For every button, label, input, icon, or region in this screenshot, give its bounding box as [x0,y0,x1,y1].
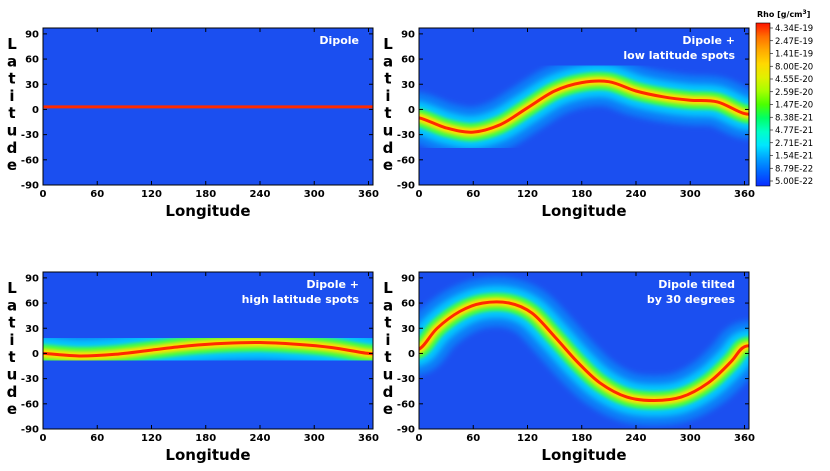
y-tick-label: 30 [401,324,415,335]
x-tick-label: 360 [358,189,379,200]
x-axis-title: Longitude [165,446,250,464]
y-tick-label: -90 [21,181,39,192]
x-axis-title: Longitude [541,202,626,220]
colorbar-label: 2.59E-20 [775,88,813,98]
y-tick-label: -60 [21,399,39,410]
y-tick-label: -30 [21,374,39,385]
colorbar: Rho [g/cm3] 4.34E-19 2.47E-19 1.41E-19 8.00… [755,9,813,187]
x-tick-label: 0 [40,433,47,444]
x-tick-label: 300 [304,433,325,444]
y-tick-label: -30 [397,130,415,141]
x-tick-label: 120 [517,189,538,200]
x-tick-label: 180 [571,189,592,200]
x-tick-label: 60 [90,189,104,200]
y-tick-label: 30 [401,80,415,91]
x-tick-label: 0 [40,189,47,200]
x-tick-label: 360 [734,433,755,444]
colorbar-title: Rho [g/cm3] [757,9,810,19]
panel-4: 0 60 120 180 240 300 3609060300-30-60-90Longit… [383,271,755,464]
y-tick-label: 0 [408,105,415,116]
x-tick-label: 240 [626,189,647,200]
x-tick-label: 240 [250,433,271,444]
panel-title: Dipole + high latitude spots [242,278,360,306]
x-tick-label: 300 [680,189,701,200]
x-axis-title: Longitude [165,202,250,220]
x-tick-label: 180 [195,189,216,200]
x-tick-label: 0 [416,189,423,200]
x-tick-label: 360 [358,433,379,444]
panel-2: 0 60 120 180 240 300 3609060300-30-60-90Longit… [383,27,755,220]
y-tick-label: 90 [401,29,415,40]
x-tick-label: 120 [141,189,162,200]
colorbar-label: 1.47E-20 [775,101,813,111]
y-tick-label: -90 [397,425,415,436]
colorbar-label: 2.71E-21 [775,139,813,149]
x-tick-label: 240 [626,433,647,444]
panel-title: Dipole [319,34,359,47]
x-tick-label: 180 [195,433,216,444]
colorbar-label: 1.41E-19 [775,50,813,60]
x-tick-label: 120 [517,433,538,444]
x-tick-label: 180 [571,433,592,444]
x-tick-label: 60 [466,189,480,200]
plot-frame [42,27,374,186]
colorbar-label: 8.79E-22 [775,164,813,174]
plot-frame [42,271,374,430]
y-tick-label: 30 [25,324,39,335]
colorbar-label: 4.77E-21 [775,126,813,136]
y-tick-label: -60 [397,399,415,410]
plot-frame [418,271,750,430]
y-tick-label: 0 [32,105,39,116]
colorbar-label: 1.54E-21 [775,152,813,162]
panel-title: Dipole tilted by 30 degrees [647,278,736,306]
current-sheet [43,317,373,382]
colorbar-label: 4.55E-20 [775,75,813,85]
y-tick-label: 0 [408,349,415,360]
x-tick-label: 60 [466,433,480,444]
y-tick-label: 60 [25,299,39,310]
x-axis-title: Longitude [541,446,626,464]
panel-3: 0 60 120 180 240 300 3609060300-30-60-90Longit… [7,271,379,464]
x-tick-label: 120 [141,433,162,444]
current-sheet [419,55,749,158]
y-tick-label: 90 [401,273,415,284]
y-tick-label: -90 [21,425,39,436]
colorbar-label: 2.47E-19 [775,37,813,47]
x-tick-label: 300 [304,189,325,200]
y-tick-label: 60 [401,55,415,66]
colorbar-label: 5.00E-22 [775,177,813,187]
y-tick-label: -60 [397,155,415,166]
y-tick-label: 30 [25,80,39,91]
y-tick-label: -60 [21,155,39,166]
x-tick-label: 240 [250,189,271,200]
y-tick-label: 60 [401,299,415,310]
current-sheet [419,276,749,426]
y-tick-label: 90 [25,273,39,284]
colorbar-label: 4.34E-19 [775,24,813,34]
y-tick-label: 0 [32,349,39,360]
x-tick-label: 60 [90,433,104,444]
panel-title: Dipole + low latitude spots [623,34,735,62]
panel-1: 0 60 120 180 240 300 3609060300-30-60-90Longit… [7,27,379,220]
colorbar-label: 8.38E-21 [775,113,813,123]
y-tick-label: -90 [397,181,415,192]
y-tick-label: 60 [25,55,39,66]
plot-frame [418,27,750,186]
colorbar-gradient [755,22,771,187]
colorbar-label: 8.00E-20 [775,62,813,72]
y-tick-label: -30 [397,374,415,385]
x-tick-label: 0 [416,433,423,444]
y-tick-label: 90 [25,29,39,40]
y-tick-label: -30 [21,130,39,141]
x-tick-label: 360 [734,189,755,200]
x-tick-label: 300 [680,433,701,444]
